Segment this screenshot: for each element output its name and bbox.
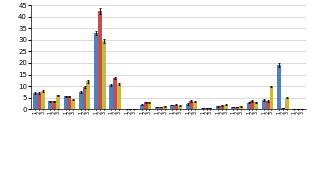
Bar xyxy=(110,85,113,109)
Bar xyxy=(94,33,98,109)
Bar xyxy=(186,104,189,109)
Bar xyxy=(262,100,266,109)
Bar xyxy=(205,108,208,109)
Bar xyxy=(86,81,90,109)
Bar xyxy=(239,106,243,109)
Bar xyxy=(102,41,105,109)
Bar xyxy=(277,65,281,109)
Bar xyxy=(178,106,182,109)
Bar xyxy=(285,98,289,109)
Bar xyxy=(266,101,270,109)
Bar xyxy=(235,107,239,109)
Bar xyxy=(159,107,163,109)
Bar xyxy=(216,106,220,109)
Bar xyxy=(208,108,212,109)
Bar xyxy=(163,106,167,109)
Bar xyxy=(220,106,224,109)
Bar xyxy=(193,102,197,109)
Bar xyxy=(37,93,41,109)
Bar xyxy=(170,105,174,109)
Bar xyxy=(52,101,56,109)
Bar xyxy=(144,102,148,109)
Bar xyxy=(224,105,227,109)
Bar xyxy=(79,92,83,109)
Bar xyxy=(148,102,151,109)
Bar xyxy=(189,101,193,109)
Bar xyxy=(117,84,121,109)
Bar xyxy=(83,87,86,109)
Bar xyxy=(281,108,285,109)
Bar xyxy=(254,102,258,109)
Bar xyxy=(270,87,273,109)
Bar xyxy=(67,96,71,109)
Bar xyxy=(56,95,60,109)
Bar xyxy=(140,105,144,109)
Bar xyxy=(174,105,178,109)
Bar xyxy=(232,107,235,109)
Bar xyxy=(71,100,75,109)
Bar xyxy=(48,101,52,109)
Bar xyxy=(33,93,37,109)
Bar xyxy=(251,101,254,109)
Bar xyxy=(247,103,251,109)
Bar xyxy=(41,91,45,109)
Bar xyxy=(113,78,117,109)
Bar xyxy=(155,107,159,109)
Bar xyxy=(64,96,67,109)
Bar xyxy=(201,108,205,109)
Bar xyxy=(98,11,102,109)
